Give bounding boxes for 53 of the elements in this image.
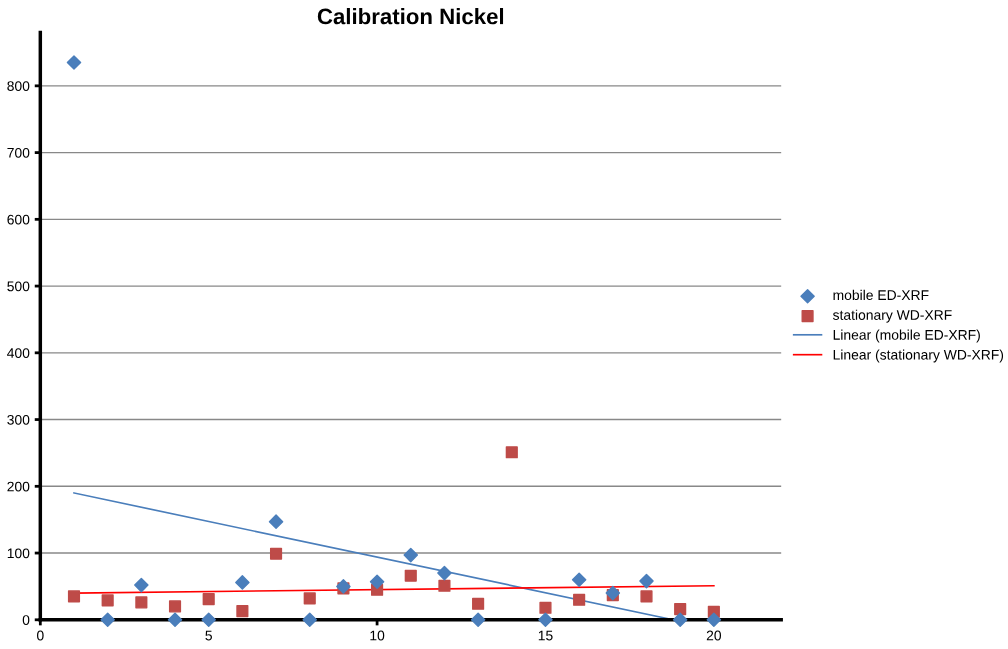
point bbox=[639, 573, 654, 589]
point bbox=[235, 575, 250, 590]
point bbox=[539, 601, 552, 614]
point bbox=[202, 593, 215, 606]
y-tick-label: 100 bbox=[7, 548, 30, 559]
x-tick-label: 20 bbox=[706, 630, 722, 641]
legend-label: Linear (mobile ED-XRF) bbox=[833, 329, 980, 343]
point bbox=[268, 514, 284, 529]
point bbox=[201, 612, 216, 628]
point bbox=[470, 612, 486, 628]
point bbox=[403, 547, 419, 563]
x-tick-label: 15 bbox=[538, 630, 553, 641]
point bbox=[605, 585, 621, 601]
legend-label: mobile ED-XRF bbox=[833, 289, 929, 301]
point bbox=[538, 612, 553, 628]
point bbox=[303, 592, 316, 605]
point bbox=[167, 612, 183, 628]
point bbox=[438, 579, 451, 592]
point bbox=[168, 600, 182, 613]
point bbox=[269, 547, 283, 560]
point bbox=[100, 612, 115, 628]
point bbox=[437, 565, 452, 581]
y-tick-label: 0 bbox=[22, 615, 30, 625]
point bbox=[672, 612, 688, 628]
point bbox=[505, 446, 518, 459]
point bbox=[101, 594, 114, 607]
point bbox=[472, 597, 485, 610]
point bbox=[302, 612, 318, 628]
point bbox=[236, 605, 249, 618]
point bbox=[640, 590, 653, 603]
chart-title: Calibration Nickel bbox=[317, 8, 504, 25]
legend-label: Linear (stationary WD-XRF) bbox=[833, 349, 1004, 363]
x-tick-label: 10 bbox=[370, 630, 385, 641]
point bbox=[134, 577, 149, 593]
point bbox=[135, 596, 148, 609]
x-tick-label: 0 bbox=[37, 630, 44, 641]
point bbox=[573, 593, 586, 606]
point bbox=[67, 590, 81, 603]
y-tick-label: 700 bbox=[7, 147, 30, 158]
x-tick-label: 5 bbox=[205, 630, 212, 641]
y-tick-label: 300 bbox=[7, 414, 30, 425]
y-tick-label: 800 bbox=[7, 81, 30, 92]
point bbox=[706, 612, 722, 628]
y-tick-label: 500 bbox=[7, 281, 30, 292]
point bbox=[66, 55, 82, 70]
y-tick-label: 600 bbox=[7, 214, 30, 225]
point bbox=[674, 603, 687, 616]
point bbox=[404, 569, 417, 582]
point bbox=[571, 572, 587, 588]
point bbox=[369, 574, 385, 590]
y-tick-label: 400 bbox=[7, 348, 30, 358]
legend-label: stationary WD-XRF bbox=[832, 309, 952, 323]
y-tick-label: 200 bbox=[7, 481, 30, 492]
